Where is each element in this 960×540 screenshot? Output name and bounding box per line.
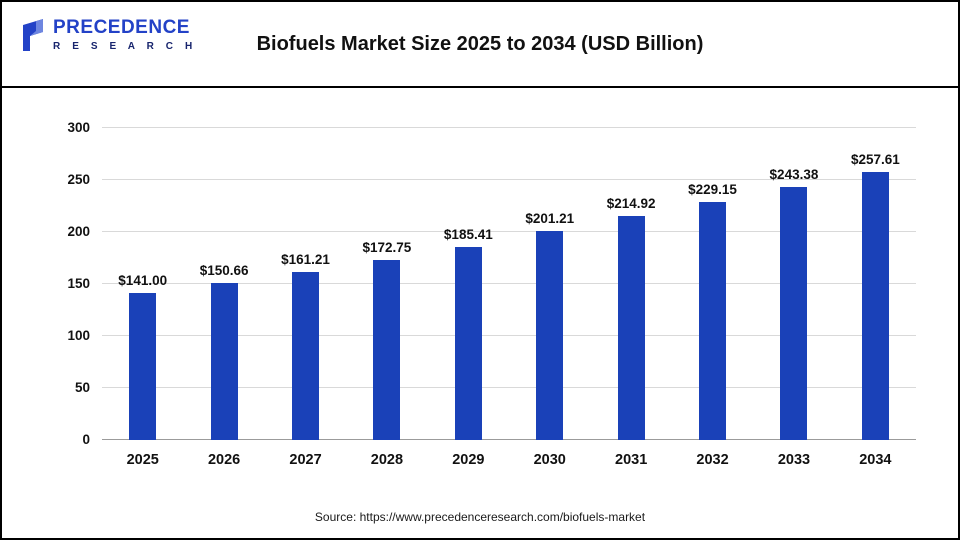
bar-value-label: $172.75 [362, 240, 412, 256]
bar-value-label: $185.41 [443, 227, 493, 243]
x-tick-label: 2032 [696, 452, 729, 468]
bar [861, 172, 889, 440]
bar-group: $150.66 [183, 128, 264, 440]
source-text: Source: https://www.precedenceresearch.c… [314, 510, 646, 524]
x-tick-label: 2033 [777, 452, 811, 468]
bar-group: $229.15 [672, 128, 753, 440]
logo-text: PRECEDENCE R E S E A R C H [53, 17, 197, 53]
bar [780, 186, 808, 440]
gridline [102, 231, 916, 232]
y-tick-label: 200 [67, 224, 90, 239]
x-tick-label: 2034 [859, 452, 892, 468]
bar-group: $161.21 [265, 128, 346, 440]
bar-group: $185.41 [428, 128, 509, 440]
bar-group: $141.00 [102, 128, 183, 440]
gridline [102, 283, 916, 284]
y-tick-label: 50 [74, 380, 90, 395]
bar-group: $257.61 [835, 128, 916, 440]
gridline [102, 127, 916, 128]
gridline [102, 335, 916, 336]
logo-line2: R E S E A R C H [53, 41, 197, 52]
x-tick-label: 2030 [533, 452, 566, 468]
gridline [102, 387, 916, 388]
bar [210, 283, 238, 440]
bar-value-label: $201.21 [525, 210, 575, 226]
x-tick-label: 2027 [289, 452, 322, 468]
bar [373, 260, 401, 440]
bar-value-label: $243.38 [769, 166, 819, 182]
precedence-logo-icon [23, 19, 43, 51]
x-tick-label: 2025 [126, 452, 159, 468]
header: PRECEDENCE R E S E A R C H Biofuels Mark… [2, 2, 958, 88]
bar [699, 201, 727, 440]
x-axis-labels: 2025 2026 2027 2028 2029 2030 2031 2032 2033 2034 [102, 452, 916, 468]
y-tick-label: 100 [67, 328, 90, 343]
plot-area: 0 50 100 150 200 250 300 $141.00 $150.66 $161.21 $… [67, 121, 916, 447]
chart-title: Biofuels Market Size 2025 to 2034 (USD B… [256, 32, 704, 55]
bar [129, 293, 157, 440]
logo-line1: PRECEDENCE [53, 17, 190, 38]
bar-value-label: $161.21 [281, 252, 330, 268]
bar-value-label: $141.00 [118, 273, 168, 289]
logo: PRECEDENCE R E S E A R C H [20, 18, 197, 52]
chart: 0 50 100 150 200 250 300 $141.00 $150.66 $161.21 $… [44, 121, 916, 468]
bars: $141.00 $150.66 $161.21 $172.75 $185.41 $201.… [102, 128, 916, 440]
bar-value-label: $229.15 [688, 181, 737, 197]
x-tick-label: 2029 [452, 452, 485, 468]
gridline [102, 179, 916, 180]
bar-group: $172.75 [346, 128, 427, 440]
bar [617, 216, 645, 440]
bar [536, 230, 564, 440]
x-axis-line [102, 439, 916, 440]
bar-group: $201.21 [509, 128, 590, 440]
x-tick-label: 2026 [207, 452, 241, 468]
bar-group: $243.38 [753, 128, 834, 440]
bar-value-label: $150.66 [199, 263, 249, 279]
x-tick-label: 2031 [615, 452, 648, 468]
bar-group: $214.92 [590, 128, 671, 440]
bar [454, 247, 482, 440]
bar-value-label: $214.92 [606, 196, 656, 212]
y-tick-label: 300 [67, 120, 90, 135]
x-tick-label: 2028 [370, 452, 404, 468]
y-tick-label: 250 [67, 172, 90, 187]
y-tick-label: 150 [67, 276, 90, 291]
bar-value-label: $257.61 [850, 152, 900, 168]
bar [292, 272, 320, 440]
y-tick-label: 0 [82, 432, 90, 447]
